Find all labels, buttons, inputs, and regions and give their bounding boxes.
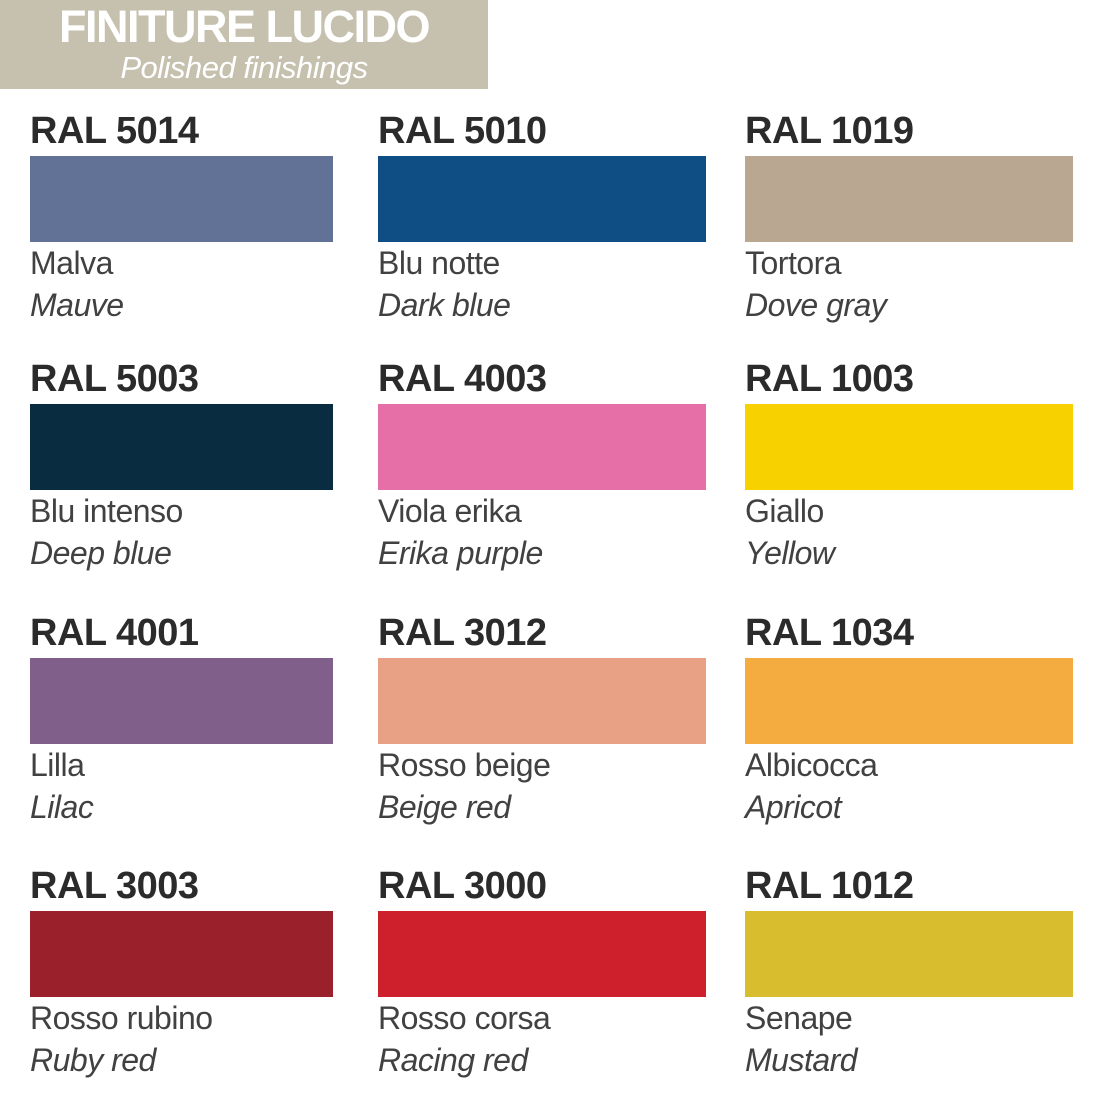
color-name-english: Lilac — [30, 789, 94, 825]
swatch-card-ral-5010: RAL 5010 Blu notte Dark blue — [378, 109, 706, 326]
color-name-english: Yellow — [745, 535, 835, 571]
color-swatch — [745, 911, 1073, 997]
color-name-english: Mauve — [30, 287, 124, 323]
swatch-card-ral-5014: RAL 5014 Malva Mauve — [30, 109, 333, 326]
color-name-italian: Blu intenso — [30, 493, 183, 529]
page-title: FINITURE LUCIDO — [59, 1, 430, 52]
color-swatch — [745, 404, 1073, 490]
ral-code: RAL 1019 — [745, 110, 914, 152]
color-name-italian: Rosso beige — [378, 747, 551, 783]
color-name-italian: Rosso rubino — [30, 1000, 213, 1036]
swatch-card-ral-1034: RAL 1034 Albicocca Apricot — [745, 611, 1073, 828]
color-name-english: Dark blue — [378, 287, 511, 323]
swatch-card-ral-5003: RAL 5003 Blu intenso Deep blue — [30, 357, 333, 574]
ral-code: RAL 1034 — [745, 612, 914, 654]
swatch-card-ral-3000: RAL 3000 Rosso corsa Racing red — [378, 864, 706, 1081]
color-name-italian: Rosso corsa — [378, 1000, 551, 1036]
swatch-card-ral-3003: RAL 3003 Rosso rubino Ruby red — [30, 864, 333, 1081]
color-name-italian: Malva — [30, 245, 113, 281]
color-name-english: Erika purple — [378, 535, 543, 571]
ral-code: RAL 1012 — [745, 865, 914, 907]
ral-code: RAL 3003 — [30, 865, 199, 907]
swatch-card-ral-1003: RAL 1003 Giallo Yellow — [745, 357, 1073, 574]
color-name-italian: Senape — [745, 1000, 853, 1036]
color-name-english: Beige red — [378, 789, 511, 825]
swatch-card-ral-1012: RAL 1012 Senape Mustard — [745, 864, 1073, 1081]
color-swatch — [378, 658, 706, 744]
ral-code: RAL 3012 — [378, 612, 547, 654]
color-swatch — [745, 156, 1073, 242]
ral-code: RAL 4003 — [378, 358, 547, 400]
color-swatch — [30, 404, 333, 490]
ral-code: RAL 4001 — [30, 612, 199, 654]
color-name-english: Deep blue — [30, 535, 172, 571]
color-name-english: Ruby red — [30, 1042, 156, 1078]
color-name-italian: Blu notte — [378, 245, 500, 281]
color-swatch — [30, 658, 333, 744]
swatch-card-ral-4003: RAL 4003 Viola erika Erika purple — [378, 357, 706, 574]
swatch-card-ral-1019: RAL 1019 Tortora Dove gray — [745, 109, 1073, 326]
color-name-italian: Tortora — [745, 245, 842, 281]
ral-code: RAL 3000 — [378, 865, 547, 907]
ral-code: RAL 5014 — [30, 110, 199, 152]
color-name-english: Dove gray — [745, 287, 887, 323]
ral-code: RAL 5010 — [378, 110, 547, 152]
color-swatch — [30, 156, 333, 242]
color-name-italian: Giallo — [745, 493, 824, 529]
page-subtitle: Polished finishings — [120, 50, 368, 85]
ral-code: RAL 1003 — [745, 358, 914, 400]
color-swatch — [30, 911, 333, 997]
color-swatch — [745, 658, 1073, 744]
color-name-italian: Albicocca — [745, 747, 878, 783]
swatch-card-ral-4001: RAL 4001 Lilla Lilac — [30, 611, 333, 828]
color-name-english: Mustard — [745, 1042, 858, 1078]
color-name-italian: Lilla — [30, 747, 85, 783]
color-swatch — [378, 404, 706, 490]
color-name-english: Racing red — [378, 1042, 528, 1078]
header-banner: FINITURE LUCIDO Polished finishings — [0, 0, 488, 89]
color-name-english: Apricot — [745, 789, 842, 825]
color-swatch — [378, 911, 706, 997]
color-swatch — [378, 156, 706, 242]
color-name-italian: Viola erika — [378, 493, 522, 529]
ral-code: RAL 5003 — [30, 358, 199, 400]
swatch-card-ral-3012: RAL 3012 Rosso beige Beige red — [378, 611, 706, 828]
